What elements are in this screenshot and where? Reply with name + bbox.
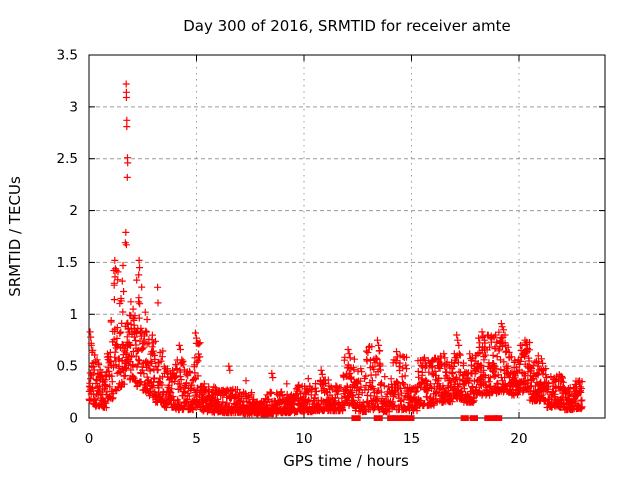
gridlines bbox=[89, 55, 605, 418]
zero-run bbox=[351, 415, 361, 421]
x-axis-label: GPS time / hours bbox=[283, 452, 409, 470]
y-tick-label: 0.5 bbox=[57, 359, 78, 375]
chart-title: Day 300 of 2016, SRMTID for receiver amt… bbox=[183, 17, 511, 35]
y-tick-label: 1 bbox=[69, 307, 78, 323]
plot-border bbox=[88, 54, 606, 419]
x-tick-label: 10 bbox=[295, 431, 312, 447]
zero-run bbox=[494, 415, 503, 421]
x-tick-label: 20 bbox=[510, 431, 527, 447]
y-tick-label: 1.5 bbox=[57, 255, 78, 271]
y-tick-label: 3 bbox=[69, 99, 78, 115]
y-tick-labels: 0 0.5 1 1.5 2 2.5 3 3.5 bbox=[57, 48, 78, 427]
x-tick-label: 5 bbox=[192, 431, 201, 447]
zero-run bbox=[399, 415, 408, 421]
y-axis-label: SRMTID / TECUs bbox=[6, 176, 24, 297]
x-tick-labels: 0 5 10 15 20 bbox=[85, 431, 528, 447]
y-tick-label: 0 bbox=[69, 411, 78, 427]
zero-run bbox=[484, 415, 499, 421]
zero-run bbox=[405, 415, 415, 421]
zero-run bbox=[460, 415, 469, 421]
zero-run bbox=[387, 415, 396, 421]
zero-run bbox=[373, 415, 383, 421]
y-tick-label: 2.5 bbox=[57, 151, 78, 167]
zero-run bbox=[392, 415, 404, 421]
scatter-points bbox=[85, 80, 586, 418]
zero-run bbox=[469, 415, 478, 421]
zero-value-markers bbox=[351, 415, 503, 421]
x-tick-label: 15 bbox=[403, 431, 420, 447]
y-tick-label: 2 bbox=[69, 203, 78, 219]
y-tick-label: 3.5 bbox=[57, 48, 78, 64]
x-tick-label: 0 bbox=[85, 431, 94, 447]
